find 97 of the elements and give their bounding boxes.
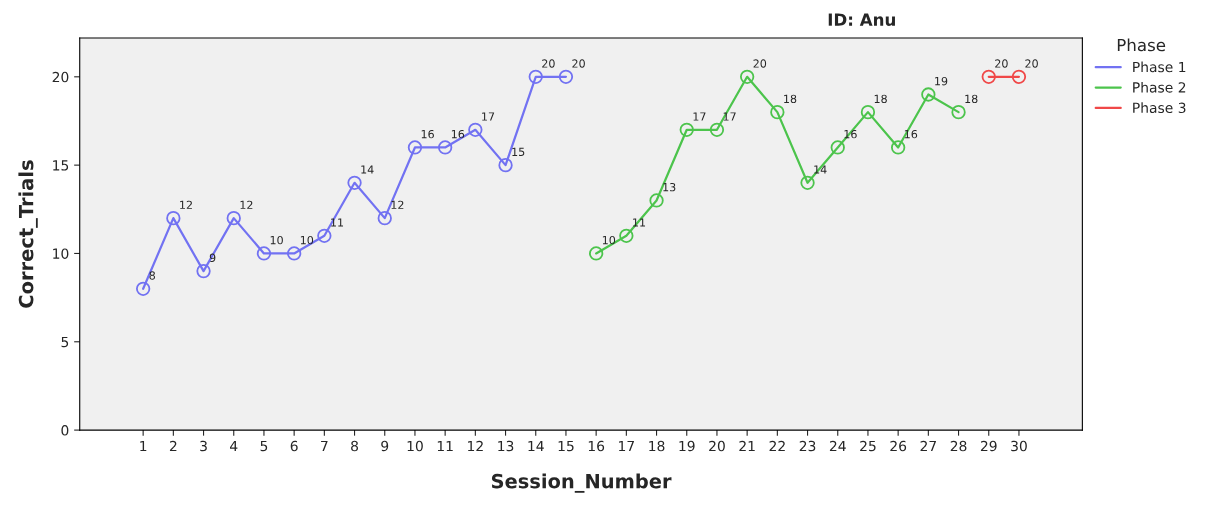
y-tick-label: 5 — [61, 336, 69, 348]
point — [347, 175, 362, 190]
x-tick-label: 21 — [739, 440, 755, 452]
data-label: 17 — [693, 112, 706, 121]
x-tick-label: 1 — [140, 440, 147, 452]
data-label: 20 — [1025, 59, 1038, 68]
x-tick-label: 6 — [290, 440, 298, 452]
point — [951, 104, 966, 120]
chart-title: ID: Anu — [828, 13, 895, 26]
point — [166, 210, 181, 226]
x-tick-label: 25 — [860, 440, 876, 452]
point — [739, 69, 755, 84]
point — [800, 175, 815, 190]
data-label: 17 — [482, 112, 495, 121]
x-tick-label: 22 — [769, 440, 785, 452]
data-label: 16 — [904, 129, 918, 139]
data-label: 19 — [935, 76, 948, 86]
y-tick-label: 0 — [61, 425, 69, 436]
point — [679, 122, 694, 137]
data-label: 15 — [512, 147, 525, 157]
x-tick-label: 2 — [169, 440, 177, 452]
x-tick-label: 5 — [260, 440, 268, 452]
x-tick-label: 19 — [679, 440, 695, 452]
data-label: 9 — [209, 253, 216, 263]
data-label: 16 — [421, 129, 434, 139]
data-label: 14 — [361, 165, 374, 174]
point — [437, 140, 453, 155]
x-tick-label: 15 — [558, 440, 574, 452]
point — [588, 246, 604, 261]
x-tick-label: 16 — [588, 440, 605, 452]
point — [981, 69, 996, 84]
data-label: 12 — [391, 200, 404, 209]
x-tick-label: 11 — [437, 440, 453, 452]
data-label: 20 — [995, 59, 1008, 68]
point — [890, 140, 906, 155]
data-label: 18 — [965, 94, 978, 104]
x-axis-title: Session_Number — [491, 473, 672, 493]
x-tick-label: 10 — [407, 440, 423, 452]
data-label: 20 — [753, 59, 767, 68]
x-tick-label: 8 — [351, 440, 359, 452]
x-tick-label: 29 — [980, 440, 997, 452]
data-label: 20 — [572, 59, 585, 68]
point — [558, 69, 574, 84]
x-tick-label: 24 — [829, 440, 846, 452]
x-tick-label: 14 — [528, 440, 544, 452]
data-label: 12 — [240, 200, 253, 209]
point — [226, 210, 241, 226]
point — [528, 69, 543, 84]
point — [649, 193, 664, 208]
data-label: 10 — [270, 235, 283, 245]
x-tick-label: 27 — [920, 440, 936, 452]
x-tick-label: 17 — [619, 440, 634, 452]
data-label: 18 — [784, 94, 797, 104]
x-tick-label: 7 — [321, 440, 328, 452]
y-tick-label: 20 — [52, 71, 69, 83]
data-label: 16 — [451, 129, 465, 139]
data-label: 10 — [602, 235, 616, 245]
data-label: 8 — [149, 271, 156, 280]
x-tick-label: 20 — [709, 440, 725, 452]
point — [860, 104, 876, 120]
y-tick-label: 15 — [53, 160, 69, 171]
point — [196, 263, 211, 279]
x-tick-label: 4 — [230, 440, 238, 452]
x-tick-label: 28 — [950, 440, 967, 452]
point — [286, 246, 302, 261]
point — [256, 246, 272, 261]
legend-label: Phase 3 — [1133, 102, 1186, 114]
point — [770, 104, 785, 120]
x-tick-label: 9 — [381, 440, 389, 452]
point — [619, 228, 634, 243]
data-label: 12 — [180, 200, 192, 209]
legend-label: Phase 1 — [1133, 61, 1186, 73]
point — [407, 140, 423, 155]
legend-label: Phase 2 — [1133, 81, 1186, 93]
y-axis-title: Correct_Trials — [18, 160, 38, 308]
x-tick-label: 18 — [649, 440, 665, 452]
x-tick-label: 3 — [200, 440, 207, 452]
point — [1011, 69, 1027, 84]
data-label: 18 — [874, 94, 887, 104]
x-tick-label: 13 — [498, 440, 514, 452]
point — [317, 228, 332, 243]
data-label: 13 — [663, 182, 676, 192]
data-label: 20 — [542, 59, 555, 68]
point — [498, 157, 513, 173]
y-tick-label: 10 — [53, 248, 69, 259]
point — [468, 122, 483, 137]
point — [135, 281, 151, 296]
point — [830, 140, 845, 155]
x-tick-label: 23 — [799, 440, 816, 452]
point — [377, 210, 392, 226]
x-tick-label: 12 — [468, 440, 483, 452]
x-tick-label: 30 — [1011, 440, 1027, 452]
point — [921, 87, 936, 102]
point — [709, 122, 725, 137]
data-label: 10 — [300, 235, 314, 245]
x-tick-label: 26 — [890, 440, 907, 452]
legend-title: Phase — [1117, 38, 1166, 52]
